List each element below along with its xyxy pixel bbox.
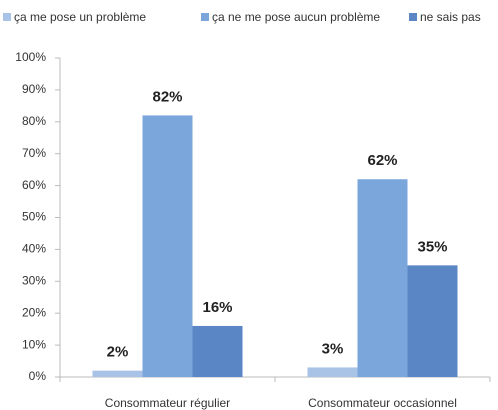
bar <box>142 115 193 378</box>
legend-label: ne sais pas <box>420 10 481 24</box>
y-tick-label: 30% <box>22 273 46 287</box>
bar <box>307 367 358 377</box>
value-label: 82% <box>152 88 182 105</box>
bar <box>92 370 143 377</box>
y-tick-label: 70% <box>22 146 46 160</box>
y-tick-label: 0% <box>29 369 47 383</box>
y-tick-label: 90% <box>22 82 46 96</box>
legend-swatch <box>3 13 11 21</box>
y-tick-label: 60% <box>22 178 46 192</box>
x-tick-label: Consommateur occasionnel <box>308 396 457 410</box>
x-tick-label: Consommateur régulier <box>105 396 230 410</box>
legend-swatch <box>409 13 417 21</box>
value-label: 16% <box>202 299 232 316</box>
y-tick-label: 80% <box>22 114 46 128</box>
value-label: 35% <box>417 238 447 255</box>
bar <box>407 265 458 377</box>
value-label: 62% <box>367 152 397 169</box>
value-label: 2% <box>107 344 129 361</box>
y-tick-label: 20% <box>22 305 46 319</box>
y-tick-label: 10% <box>22 337 46 351</box>
y-tick-label: 50% <box>22 210 46 224</box>
y-tick-label: 40% <box>22 242 46 256</box>
bar <box>192 325 243 377</box>
y-tick-label: 100% <box>15 50 46 64</box>
legend-swatch <box>201 13 209 21</box>
legend-label: ça me pose un problème <box>14 10 146 24</box>
value-label: 3% <box>322 340 344 357</box>
legend-label: ça ne me pose aucun problème <box>212 10 380 24</box>
bar <box>357 179 408 377</box>
